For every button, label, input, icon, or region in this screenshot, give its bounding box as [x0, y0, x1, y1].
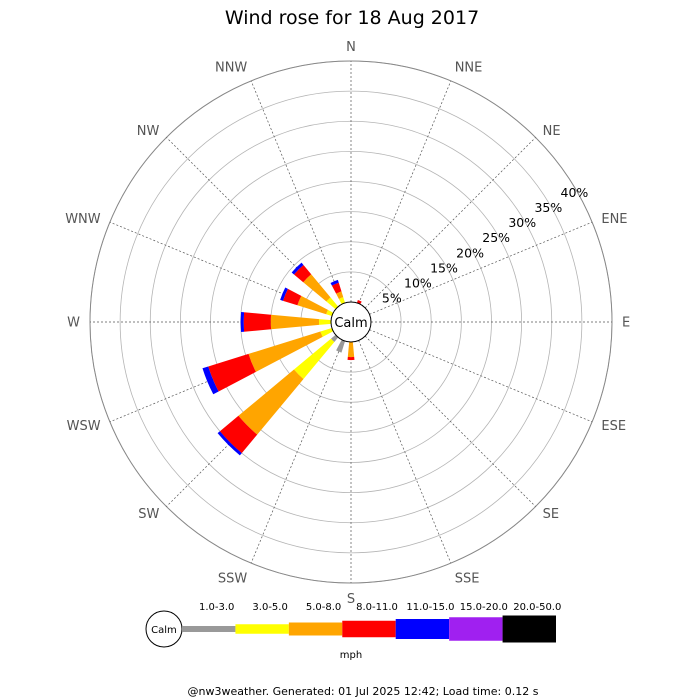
bar-nnw-bin-1	[338, 297, 346, 305]
direction-label-w: W	[67, 316, 80, 331]
bar-wnw-bin-2	[297, 295, 328, 315]
legend-swatch-4	[395, 619, 450, 639]
bar-nw-bin-4	[291, 262, 304, 275]
bar-nnw-bin-2	[336, 291, 344, 299]
legend-swatch-1	[235, 624, 289, 634]
percent-label-25%: 25%	[482, 230, 510, 245]
footer-text: @nw3weather. Generated: 01 Jul 2025 12:4…	[188, 685, 539, 698]
bar-wnw-bin-1	[326, 309, 334, 317]
spoke-se	[364, 335, 536, 507]
bar-ssw-bin-0	[336, 339, 346, 353]
direction-label-nnw: NNW	[215, 61, 247, 76]
spoke-ene	[369, 221, 593, 315]
direction-labels: N NNE NE ENE E ESE SE SSE S SSW SW WSW W WNW NW NNW	[65, 40, 630, 607]
calm-label: Calm	[334, 316, 367, 331]
percent-labels: 5%10%15%20%25%30%35%40%	[382, 185, 589, 305]
spoke-ssw	[250, 340, 344, 564]
legend-swatch-6	[502, 615, 556, 643]
percent-label-10%: 10%	[404, 275, 432, 290]
direction-label-e: E	[622, 316, 630, 331]
direction-label-ene: ENE	[601, 212, 627, 227]
legend-label-3: 8.0-11.0	[356, 602, 398, 613]
wind-bars	[202, 262, 362, 456]
direction-label-n: N	[346, 40, 356, 55]
direction-label-wnw: WNW	[65, 212, 101, 227]
spoke-nne	[358, 80, 452, 304]
bar-wnw-bin-3	[283, 288, 302, 306]
legend-swatch-3	[342, 620, 396, 638]
calm-center: Calm	[330, 301, 372, 343]
percent-label-40%: 40%	[561, 185, 589, 200]
bar-wsw-bin-2	[248, 331, 323, 372]
legend-swatch-2	[288, 622, 343, 636]
bar-sw-bin-2	[238, 369, 304, 435]
legend-label-6: 20.0-50.0	[513, 602, 561, 613]
bar-wsw-bin-4	[202, 366, 219, 395]
grid-circle-25%	[179, 150, 523, 494]
direction-label-sse: SSE	[455, 571, 480, 586]
direction-label-ssw: SSW	[218, 571, 248, 586]
bar-w-bin-3	[243, 312, 272, 332]
bar-nw-bin-3	[293, 264, 312, 283]
percent-label-5%: 5%	[382, 290, 402, 305]
bar-s-bin-2	[347, 341, 355, 358]
legend-swatch-5	[449, 617, 503, 641]
legend-unit: mph	[340, 650, 362, 661]
bar-nnw-bin-3	[331, 282, 342, 294]
legend-label-0: 1.0-3.0	[199, 602, 234, 613]
chart-title: Wind rose for 18 Aug 2017	[225, 7, 479, 29]
bar-nnw-bin-4	[330, 279, 339, 286]
bar-w-bin-1	[318, 319, 332, 325]
legend-calm-label: Calm	[151, 625, 177, 636]
legend-label-1: 3.0-5.0	[252, 602, 287, 613]
bar-s-bin-3	[347, 356, 355, 361]
spoke-nnw	[250, 80, 344, 304]
percent-label-20%: 20%	[456, 245, 484, 260]
percent-label-15%: 15%	[430, 260, 458, 275]
bar-wsw-bin-3	[208, 353, 256, 392]
direction-label-ne: NE	[543, 124, 561, 139]
direction-label-nw: NW	[137, 124, 160, 139]
speed-legend: Calm 1.0-3.0 3.0-5.0 5.0-8.0 8.0-11.0 11.0-15…	[145, 602, 561, 661]
direction-label-wsw: WSW	[67, 419, 101, 434]
bar-sw-bin-3	[219, 415, 258, 454]
percent-label-30%: 30%	[508, 215, 536, 230]
legend-swatch-0	[182, 626, 236, 632]
direction-label-ese: ESE	[601, 419, 626, 434]
calm-circle	[330, 301, 372, 343]
direction-label-se: SE	[543, 507, 559, 522]
direction-label-sw: SW	[138, 507, 159, 522]
bar-w-bin-4	[240, 311, 245, 333]
spoke-sse	[358, 340, 452, 564]
bar-sw-bin-1	[293, 338, 335, 380]
percent-label-35%: 35%	[534, 200, 562, 215]
bar-nw-bin-1	[326, 297, 339, 310]
bar-w-bin-2	[270, 314, 320, 330]
spoke-ese	[369, 329, 593, 423]
bar-wnw-bin-4	[280, 287, 288, 301]
direction-label-nne: NNE	[455, 61, 483, 76]
direction-label-s: S	[347, 592, 355, 607]
bar-sw-bin-0	[331, 334, 339, 342]
grid-circle-35%	[119, 90, 583, 554]
legend-label-2: 5.0-8.0	[306, 602, 341, 613]
bar-nw-bin-2	[303, 274, 331, 302]
legend-label-5: 15.0-20.0	[460, 602, 508, 613]
legend-label-4: 11.0-15.0	[406, 602, 454, 613]
bar-sw-bin-4	[217, 431, 242, 456]
bar-wsw-bin-1	[320, 327, 334, 337]
spoke-ne	[364, 137, 536, 309]
